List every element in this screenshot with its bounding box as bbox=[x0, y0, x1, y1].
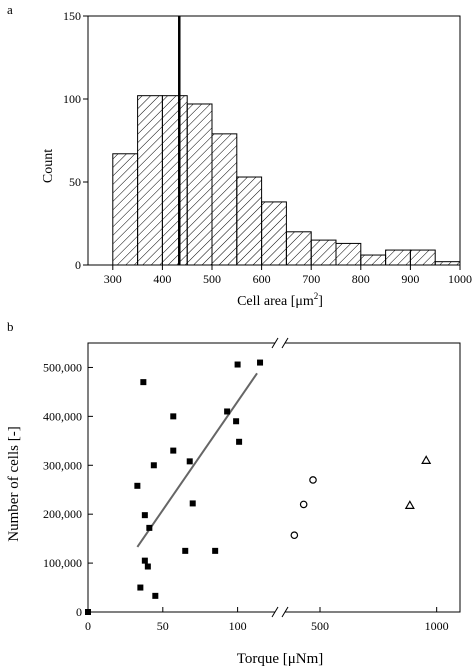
histogram-bar bbox=[112, 153, 139, 266]
square-marker bbox=[182, 547, 189, 554]
x-tick-label: 900 bbox=[401, 272, 419, 286]
circle-marker bbox=[309, 476, 317, 484]
x-tick-label: 50 bbox=[157, 619, 169, 633]
square-marker bbox=[186, 458, 193, 465]
square-marker bbox=[137, 584, 144, 591]
x-tick-label: 500 bbox=[311, 619, 329, 633]
square-marker bbox=[233, 418, 240, 425]
panel-a: a 300 400 500 600 700 800 900 1000 0 50 100 150 Co… bbox=[7, 2, 472, 309]
y-tick-label: 50 bbox=[69, 175, 81, 189]
histogram-bar bbox=[335, 242, 362, 266]
panel-b-y-axis-label: Number of cells [-] bbox=[6, 426, 22, 541]
square-marker bbox=[141, 512, 148, 519]
histogram-bar bbox=[285, 231, 312, 266]
panel-b-y-ticks: 0 100,000 200,000 300,000 400,000 500,000 bbox=[43, 360, 93, 619]
axis-break-slash bbox=[271, 337, 279, 349]
y-tick-label: 100 bbox=[63, 92, 81, 106]
panel-a-y-ticks: 0 50 100 150 bbox=[63, 9, 88, 272]
panel-a-x-axis-label: Cell area [μm2] bbox=[237, 291, 323, 309]
axis-break-gap bbox=[275, 341, 285, 345]
y-tick-label: 100,000 bbox=[43, 556, 82, 570]
histogram-bar bbox=[310, 239, 337, 266]
panel-a-x-ticks: 300 400 500 600 700 800 900 1000 bbox=[104, 265, 472, 286]
square-marker bbox=[236, 438, 243, 445]
x-tick-label: 300 bbox=[104, 272, 122, 286]
axis-break-marks bbox=[271, 337, 289, 618]
y-tick-label: 200,000 bbox=[43, 507, 82, 521]
axis-break-slash bbox=[281, 606, 289, 618]
histogram-bars bbox=[112, 95, 461, 266]
y-tick-label: 300,000 bbox=[43, 458, 82, 472]
square-marker bbox=[134, 482, 141, 489]
histogram-bar bbox=[385, 249, 411, 266]
histogram-bar bbox=[360, 254, 387, 266]
histogram-bar bbox=[409, 249, 436, 266]
histogram-bar bbox=[161, 95, 188, 266]
square-marker bbox=[234, 361, 241, 368]
x-tick-label: 1000 bbox=[425, 619, 449, 633]
circle-marker bbox=[290, 531, 299, 540]
y-tick-label: 0 bbox=[76, 605, 82, 619]
square-marker bbox=[150, 462, 157, 469]
histogram-bar bbox=[186, 103, 213, 266]
axis-break-slash bbox=[281, 337, 289, 349]
square-marker bbox=[146, 524, 153, 531]
y-tick-label: 400,000 bbox=[43, 409, 82, 423]
x-tick-label: 1000 bbox=[448, 272, 472, 286]
x-tick-label: 500 bbox=[203, 272, 221, 286]
histogram-bar bbox=[261, 201, 287, 266]
y-tick-label: 0 bbox=[75, 258, 81, 272]
histogram-bar bbox=[236, 176, 263, 266]
panel-b-x-ticks: 0 50 100 500 1000 bbox=[85, 607, 449, 633]
square-marker bbox=[140, 379, 147, 386]
panel-a-letter: a bbox=[7, 2, 13, 17]
triangle-marker bbox=[421, 455, 432, 464]
data-points bbox=[85, 359, 432, 615]
panel-a-frame bbox=[87, 15, 461, 266]
x-tick-label: 100 bbox=[229, 619, 247, 633]
panel-b-letter: b bbox=[7, 319, 14, 334]
panel-a-y-axis-label: Count bbox=[41, 149, 56, 183]
trend-line bbox=[136, 372, 258, 548]
x-tick-label: 0 bbox=[85, 619, 91, 633]
x-tick-label: 800 bbox=[352, 272, 370, 286]
square-marker bbox=[152, 592, 159, 599]
square-marker bbox=[224, 408, 231, 415]
panel-b-x-axis-label: Torque [μNm] bbox=[237, 651, 324, 667]
y-tick-label: 150 bbox=[63, 9, 81, 23]
square-marker bbox=[85, 609, 91, 615]
panel-b-frame bbox=[87, 342, 461, 613]
histogram-bar bbox=[137, 95, 163, 266]
x-tick-label: 700 bbox=[302, 272, 320, 286]
histogram-bar bbox=[211, 133, 238, 266]
axis-break-slash bbox=[271, 606, 279, 618]
square-marker bbox=[141, 557, 148, 564]
square-marker bbox=[144, 563, 151, 570]
triangle-marker bbox=[404, 500, 415, 509]
panel-b: b 0 50 100 500 1000 0 100,000 200,000 300,000 40… bbox=[6, 319, 461, 667]
x-tick-label: 600 bbox=[253, 272, 271, 286]
circle-marker bbox=[299, 500, 308, 509]
x-tick-label: 400 bbox=[153, 272, 171, 286]
axis-break-gap bbox=[275, 610, 285, 614]
y-tick-label: 500,000 bbox=[43, 360, 82, 374]
square-marker bbox=[189, 500, 196, 507]
square-marker bbox=[212, 547, 219, 554]
square-marker bbox=[257, 359, 264, 366]
square-marker bbox=[170, 413, 177, 420]
square-marker bbox=[170, 447, 177, 454]
